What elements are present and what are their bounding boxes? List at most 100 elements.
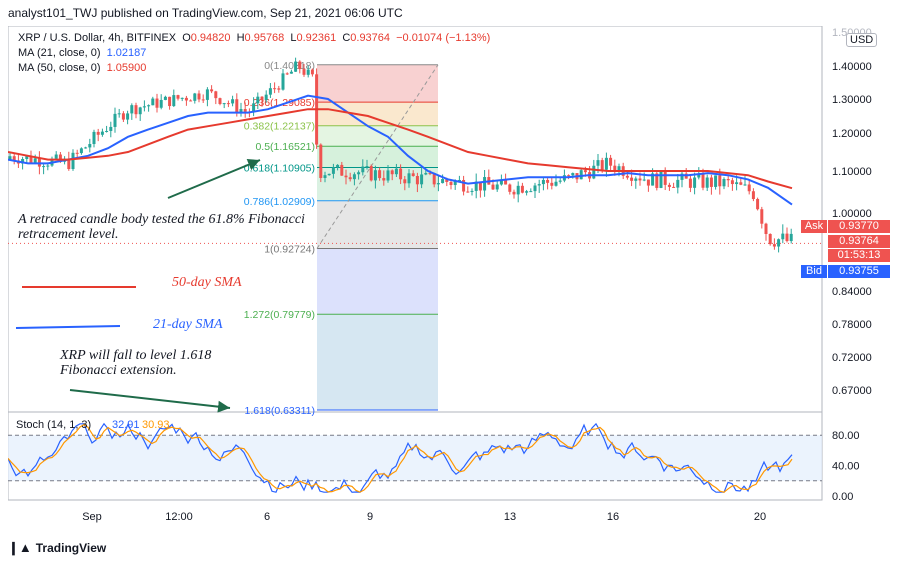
candle-body	[466, 191, 470, 193]
candle-body	[415, 175, 419, 185]
chart-canvas[interactable]: 0(1.40318)0.236(1.29085)0.382(1.22137)0.…	[8, 26, 893, 526]
candle-body	[474, 181, 478, 191]
candle-body	[768, 233, 772, 245]
candle-body	[331, 167, 335, 174]
fib-zone-0	[317, 64, 438, 103]
candle-body	[726, 179, 730, 181]
candle-body	[25, 155, 29, 160]
candle-body	[659, 171, 663, 188]
candle-body	[268, 88, 272, 95]
candle-body	[163, 96, 167, 100]
footer-logo[interactable]: ❙▲ TradingView	[8, 540, 106, 556]
fib-label-2: 0.382(1.22137)	[244, 121, 315, 133]
candle-body	[743, 184, 747, 186]
candle-body	[583, 170, 587, 173]
candle-body	[306, 69, 310, 75]
published-header: analyst101_TWJ published on TradingView.…	[8, 6, 403, 20]
fib-zone-4	[317, 167, 438, 201]
bid-value: 0.93755	[839, 265, 879, 277]
candle-body	[558, 180, 562, 182]
candle-body	[201, 99, 205, 101]
x-tick-label-0: Sep	[82, 511, 102, 523]
legend-ma50-value: 1.05900	[106, 62, 147, 74]
candle-body	[109, 126, 113, 131]
candle-body	[12, 156, 16, 161]
candle-body	[277, 88, 281, 90]
candle-body	[630, 177, 634, 181]
y-tick-label-2: 1.20000	[832, 128, 872, 140]
candle-body	[235, 99, 239, 113]
candle-body	[642, 179, 646, 181]
candle-body	[504, 179, 508, 185]
sample-sma21-line	[15, 325, 121, 329]
candle-body	[79, 148, 83, 154]
candle-body	[735, 182, 739, 185]
candle-body	[214, 91, 218, 99]
stoch-d-line	[8, 423, 793, 493]
legend-ma21-label: MA (21, close, 0)	[18, 47, 101, 59]
candle-body	[105, 130, 109, 132]
candle-body	[462, 179, 466, 192]
candle-body	[344, 175, 348, 178]
annotation-retrace: A retraced candle body tested the 61.8% …	[18, 212, 305, 242]
candle-body	[382, 178, 386, 181]
candle-body	[130, 105, 134, 114]
candle-body	[533, 185, 537, 192]
candle-body	[411, 173, 415, 176]
stoch-title: Stoch (14, 1, 3)	[16, 419, 91, 431]
candle-body	[71, 152, 75, 170]
candle-body	[222, 103, 226, 105]
x-tick-label-1: 12:00	[165, 511, 193, 523]
legend-change: −0.01074 (−1.13%)	[396, 32, 491, 44]
candle-body	[546, 179, 550, 183]
candle-body	[483, 177, 487, 191]
annotation-sma21: 21-day SMA	[153, 317, 223, 332]
legend-o-val: 0.94820	[190, 32, 231, 44]
candle-body	[113, 113, 117, 127]
candle-body	[478, 181, 482, 191]
arrow-to-1618	[69, 389, 231, 413]
footer-brand: TradingView	[35, 541, 107, 555]
candle-body	[655, 173, 659, 188]
candle-body	[285, 73, 289, 75]
candle-body	[243, 109, 247, 112]
candle-body	[609, 157, 613, 166]
candle-body	[273, 88, 277, 90]
candle-body	[571, 173, 575, 176]
candle-body	[747, 184, 751, 192]
candle-body	[252, 103, 256, 113]
candle-body	[394, 168, 398, 175]
candle-body	[407, 173, 411, 184]
candle-body	[441, 179, 445, 184]
legend-h-key: H	[236, 32, 245, 44]
y-tick-label-5: 0.84000	[832, 286, 872, 298]
candle-body	[718, 175, 722, 187]
candle-body	[777, 239, 781, 247]
stoch-y-tick-0: 80.00	[832, 430, 860, 442]
candle-body	[147, 105, 151, 107]
candle-body	[651, 173, 655, 186]
x-tick-label-5: 16	[607, 511, 619, 523]
currency-badge[interactable]: USD	[846, 33, 878, 47]
annotation-fall: XRP will fall to level 1.618 Fibonacci e…	[60, 348, 212, 378]
legend-c-val: 0.93764	[350, 32, 391, 44]
candle-body	[151, 98, 155, 106]
candle-body	[424, 173, 428, 175]
candle-body	[226, 103, 230, 105]
fib-label-7: 1.272(0.79779)	[244, 309, 315, 321]
arrow-to-618	[167, 159, 261, 199]
candle-body	[142, 106, 146, 108]
candle-body	[88, 144, 92, 148]
last-price-tag: 0.93764	[828, 235, 890, 248]
candle-body	[172, 95, 176, 107]
candle-body	[508, 184, 512, 192]
candle-body	[705, 177, 709, 188]
chart-frame[interactable]: 0(1.40318) 0.236(1.29085) 0.382(1.22137) 0.…	[8, 26, 893, 526]
candle-body	[239, 109, 243, 113]
ma21-line	[8, 94, 793, 206]
bid-label: Bid	[801, 265, 827, 278]
ask-label: Ask	[801, 220, 827, 233]
candle-body	[378, 170, 382, 179]
y-tick-label-1: 1.30000	[832, 94, 872, 106]
legend-ma50-row: MA (50, close, 0) 1.05900	[18, 62, 149, 74]
